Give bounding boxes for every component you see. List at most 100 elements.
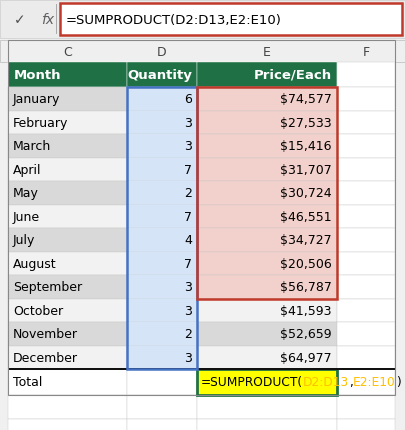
Bar bbox=[127, 135, 196, 158]
Bar bbox=[127, 228, 196, 252]
Bar bbox=[127, 275, 196, 299]
Text: $31,707: $31,707 bbox=[279, 163, 331, 176]
Text: 6: 6 bbox=[184, 93, 192, 106]
Bar bbox=[336, 111, 394, 135]
Bar bbox=[127, 88, 196, 369]
Text: ✓: ✓ bbox=[14, 13, 26, 27]
Bar bbox=[196, 369, 336, 395]
Text: D2:D13: D2:D13 bbox=[303, 376, 349, 389]
Text: ): ) bbox=[395, 376, 400, 389]
Bar bbox=[127, 205, 196, 228]
Text: $30,724: $30,724 bbox=[280, 187, 331, 200]
Text: fx: fx bbox=[41, 13, 54, 27]
Text: December: December bbox=[13, 351, 78, 364]
Bar bbox=[127, 252, 196, 275]
Text: Total: Total bbox=[13, 376, 42, 389]
Bar bbox=[336, 418, 394, 430]
Bar bbox=[127, 158, 196, 181]
Text: Price/Each: Price/Each bbox=[253, 69, 331, 82]
Bar bbox=[127, 135, 196, 158]
Bar bbox=[56, 5, 58, 35]
Text: January: January bbox=[13, 93, 60, 106]
Bar bbox=[336, 205, 394, 228]
Text: $74,577: $74,577 bbox=[279, 93, 331, 106]
Text: $52,659: $52,659 bbox=[280, 328, 331, 341]
Bar bbox=[336, 346, 394, 369]
Text: 7: 7 bbox=[183, 257, 192, 270]
Text: $15,416: $15,416 bbox=[280, 140, 331, 153]
Text: August: August bbox=[13, 257, 56, 270]
Text: September: September bbox=[13, 281, 82, 294]
Bar bbox=[336, 395, 394, 418]
Text: July: July bbox=[13, 234, 35, 247]
Bar bbox=[196, 346, 336, 369]
Bar bbox=[127, 395, 196, 418]
Bar bbox=[0, 41, 405, 63]
Bar bbox=[196, 299, 336, 322]
Bar bbox=[336, 41, 337, 63]
Bar bbox=[8, 252, 127, 275]
Bar bbox=[8, 63, 127, 88]
Bar bbox=[336, 135, 394, 158]
Bar bbox=[8, 158, 127, 181]
Bar bbox=[336, 299, 394, 322]
Bar bbox=[196, 41, 197, 63]
Bar bbox=[127, 181, 196, 205]
Text: $41,593: $41,593 bbox=[280, 304, 331, 317]
Bar bbox=[196, 418, 336, 430]
Bar bbox=[127, 158, 196, 181]
Bar bbox=[8, 418, 127, 430]
Bar bbox=[336, 158, 394, 181]
Bar bbox=[8, 181, 127, 205]
Bar bbox=[127, 299, 196, 322]
Text: April: April bbox=[13, 163, 41, 176]
Bar bbox=[8, 395, 127, 418]
Bar bbox=[336, 322, 394, 346]
Bar bbox=[196, 205, 336, 228]
Bar bbox=[8, 369, 127, 395]
Text: May: May bbox=[13, 187, 39, 200]
Text: 3: 3 bbox=[184, 351, 192, 364]
Text: 3: 3 bbox=[184, 117, 192, 129]
Text: D: D bbox=[157, 46, 166, 58]
Bar bbox=[8, 228, 127, 252]
Bar bbox=[336, 63, 394, 88]
Text: ,: , bbox=[349, 376, 352, 389]
Bar bbox=[196, 88, 336, 111]
Bar bbox=[8, 205, 127, 228]
Bar bbox=[196, 275, 336, 299]
Bar bbox=[196, 63, 336, 88]
Bar bbox=[196, 111, 336, 135]
Text: $20,506: $20,506 bbox=[279, 257, 331, 270]
Text: June: June bbox=[13, 210, 40, 223]
Text: $46,551: $46,551 bbox=[280, 210, 331, 223]
Text: 2: 2 bbox=[184, 187, 192, 200]
Bar bbox=[127, 88, 196, 111]
Text: Month: Month bbox=[14, 69, 61, 82]
Text: E: E bbox=[262, 46, 270, 58]
Text: F: F bbox=[362, 46, 369, 58]
Text: $27,533: $27,533 bbox=[280, 117, 331, 129]
Bar bbox=[127, 322, 196, 346]
Text: 7: 7 bbox=[183, 210, 192, 223]
Bar bbox=[127, 322, 196, 346]
Text: November: November bbox=[13, 328, 78, 341]
Text: 3: 3 bbox=[184, 304, 192, 317]
Text: February: February bbox=[13, 117, 68, 129]
Bar bbox=[336, 252, 394, 275]
Bar bbox=[196, 252, 336, 275]
Bar bbox=[196, 322, 336, 346]
Bar bbox=[127, 346, 196, 369]
Bar bbox=[196, 395, 336, 418]
Text: 3: 3 bbox=[184, 140, 192, 153]
Text: 4: 4 bbox=[184, 234, 192, 247]
Bar bbox=[127, 369, 196, 395]
Text: C: C bbox=[63, 46, 72, 58]
Bar bbox=[196, 135, 336, 158]
Bar bbox=[336, 228, 394, 252]
Bar bbox=[60, 4, 401, 36]
Bar bbox=[127, 181, 196, 205]
Bar bbox=[127, 275, 196, 299]
Text: March: March bbox=[13, 140, 51, 153]
Bar bbox=[196, 228, 336, 252]
